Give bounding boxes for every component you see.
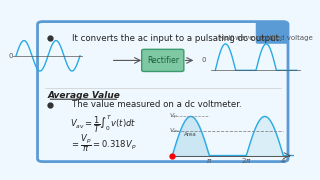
Text: Half-wave rectified voltage: Half-wave rectified voltage xyxy=(219,35,312,41)
FancyBboxPatch shape xyxy=(256,17,293,44)
FancyBboxPatch shape xyxy=(142,49,184,71)
Text: 0: 0 xyxy=(8,53,13,59)
FancyBboxPatch shape xyxy=(37,22,288,162)
Text: $4$: $4$ xyxy=(280,156,286,165)
Text: $V_{av} = \dfrac{1}{T}\int_0^T v(t)dt$: $V_{av} = \dfrac{1}{T}\int_0^T v(t)dt$ xyxy=(70,113,136,135)
Text: The value measured on a dc voltmeter.: The value measured on a dc voltmeter. xyxy=(72,100,242,109)
Text: $= \dfrac{V_p}{\pi} = 0.318V_p$: $= \dfrac{V_p}{\pi} = 0.318V_p$ xyxy=(70,133,136,154)
Text: Rectifier: Rectifier xyxy=(147,56,179,65)
Text: Area: Area xyxy=(184,132,197,137)
Text: $2\pi$: $2\pi$ xyxy=(241,156,252,165)
Text: It converts the ac input to a pulsating dc output.: It converts the ac input to a pulsating … xyxy=(72,34,282,43)
Text: 0: 0 xyxy=(201,57,206,63)
Text: Average Value: Average Value xyxy=(47,91,120,100)
Text: $V_p$: $V_p$ xyxy=(169,111,178,122)
Text: $V_{av}$: $V_{av}$ xyxy=(169,126,180,135)
Text: $\pi$: $\pi$ xyxy=(206,157,212,165)
